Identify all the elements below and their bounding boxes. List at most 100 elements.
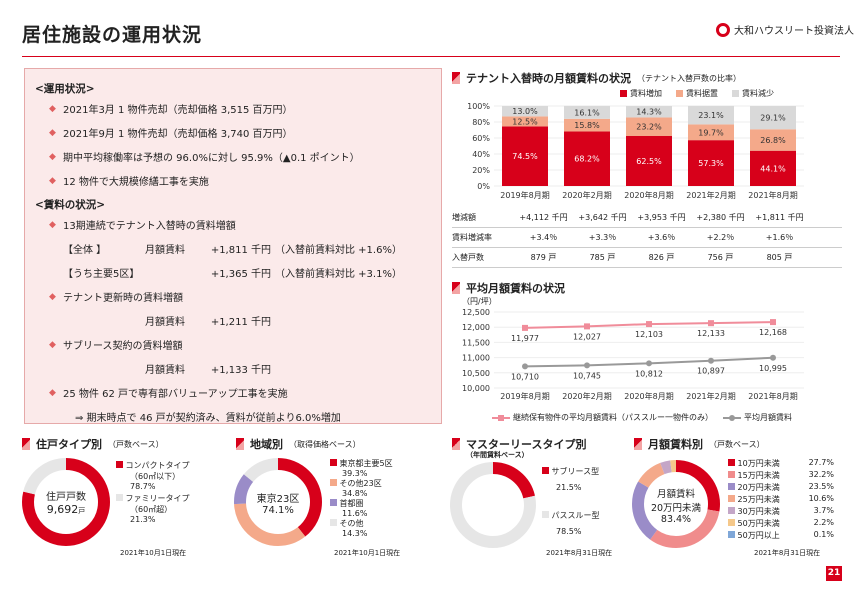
flag-icon (452, 282, 460, 294)
bar-segment (626, 136, 672, 186)
tenant-bar-chart: 100% 80% 60% 40% 20% 0% 74.5% 12.5%13.0% 2019年8月… (467, 102, 804, 200)
x-tick-label: 2020年2月期 (562, 391, 611, 401)
swatch-icon (330, 499, 337, 506)
data-label: 68.2% (574, 155, 600, 164)
unit-type-title: 住戸タイプ別 （戸数ベース） (22, 436, 164, 452)
x-tick-label: 2021年8月期 (748, 391, 797, 401)
bar-segment (750, 106, 796, 130)
page-number: 21 (826, 566, 842, 581)
ops-bullet: ◆ 2021年9月 1 物件売却（売却価格 3,740 百万円） (49, 127, 293, 141)
table-row: 入替戸数 879 戸 785 戸 826 戸 756 戸 805 戸 (452, 248, 842, 268)
flag-icon (452, 438, 460, 450)
swatch-icon (728, 495, 735, 502)
data-label: 12,027 (573, 332, 601, 341)
data-point (584, 323, 590, 330)
date-note: 2021年8月31日現在 (546, 549, 613, 557)
y-tick-label: 10,000 (462, 384, 490, 393)
bar-segment (626, 117, 672, 136)
donut-slice (632, 460, 720, 548)
region-donut (234, 458, 322, 546)
swatch-icon (728, 459, 735, 466)
donut-slice (22, 458, 110, 546)
data-label: 62.5% (636, 157, 662, 166)
region-center: 東京23区 74.1% (256, 494, 300, 516)
donut-slice (234, 458, 322, 546)
master-basis: （年間賃料ベース） (466, 451, 529, 459)
swatch-icon (116, 461, 123, 468)
legend-item: その他 14.3% (330, 518, 393, 538)
y-tick-label: 40% (472, 150, 490, 159)
ops-heading: <運用状況> (35, 83, 95, 95)
data-label: 26.8% (760, 136, 786, 145)
line-swatch-icon (492, 414, 510, 421)
data-label: 29.1% (760, 114, 786, 123)
legend-item: その他23区 34.8% (330, 478, 393, 498)
bar-segment (564, 131, 610, 186)
data-label: 12.5% (512, 117, 538, 126)
tenant-chart-title: テナント入替時の月額賃料の状況 （テナント入替戸数の比率） (452, 70, 741, 86)
legend-increase: 賃料増加 (620, 88, 662, 99)
y-tick-label: 12,500 (462, 308, 490, 317)
tenant-table: 増減額 +4,112 千円 +3,642 千円 +3,953 千円 +2,380 千円 +… (452, 208, 842, 268)
data-point (646, 321, 652, 328)
legend-item: 30万円未満 3.7% (728, 506, 834, 517)
logo: 大和ハウスリート投資法人 (716, 22, 854, 37)
y-tick-label: 10,500 (462, 369, 490, 378)
table-row: 増減額 +4,112 千円 +3,642 千円 +3,953 千円 +2,380 千円 +… (452, 208, 842, 228)
data-label: 10,897 (697, 367, 725, 376)
rent-row-main5: 【うち主要5区】 +1,365 千円 （入替前賃料対比 +3.1%） (63, 269, 402, 280)
legend-flat: 賃料据置 (676, 88, 718, 99)
swatch-icon (728, 483, 735, 490)
data-point (708, 320, 714, 327)
region-legend: 東京都主要5区 39.3% その他23区 34.8% 首都圏 11.6% その他 14.… (330, 458, 393, 538)
flag-icon (236, 438, 244, 450)
diamond-icon: ◆ (49, 127, 56, 138)
donut-slice (234, 458, 322, 546)
swatch-icon (676, 90, 683, 97)
bullet-renew: ◆ テナント更新時の賃料増額 (49, 291, 183, 305)
legend-item: 20万円未満 23.5% (728, 482, 834, 493)
bar-segment (564, 105, 610, 119)
swatch-icon (542, 467, 549, 474)
x-tick-label: 2021年2月期 (686, 391, 735, 401)
swatch-icon (542, 511, 549, 518)
swatch-icon (728, 471, 735, 478)
x-tick-label: 2021年2月期 (686, 190, 735, 200)
diamond-icon: ◆ (49, 387, 56, 398)
swatch-icon (620, 90, 627, 97)
unit-type-center: 住戸戸数 9,692戸 (46, 492, 86, 516)
rent-band-legend: 10万円未満 27.7% 15万円未満 32.2% 20万円未満 23.5% 25万円… (728, 458, 834, 542)
bar-segment (750, 150, 796, 186)
flag-icon (22, 438, 30, 450)
master-title: マスターリースタイプ別 (452, 436, 586, 452)
bar-segment (502, 126, 548, 186)
operations-box: <運用状況> ◆ 2021年3月 1 物件売却（売却価格 3,515 百万円） ◆ 2… (24, 68, 442, 424)
data-label: 10,812 (635, 369, 663, 378)
bar-segment (688, 140, 734, 186)
legend-continuing: 継続保有物件の平均月額賃料（パススルー一物件のみ） (492, 412, 713, 423)
y-tick-label: 60% (472, 134, 490, 143)
avg-line-chart: 12,500 12,000 11,500 11,000 10,500 10,000 11,9… (462, 308, 804, 401)
x-tick-label: 2019年8月期 (500, 190, 549, 200)
data-label: 16.1% (574, 108, 600, 117)
ops-bullet: ◆ 2021年3月 1 物件売却（売却価格 3,515 百万円） (49, 103, 293, 117)
page-title: 居住施設の運用状況 (22, 24, 203, 46)
renew-row: 月額賃料 +1,211 千円 (145, 317, 271, 328)
y-tick-label: 100% (467, 102, 490, 111)
region-title: 地域別 （取得価格ベース） (236, 436, 361, 452)
bar-segment (564, 118, 610, 132)
bar-segment (626, 106, 672, 118)
unit-type-legend: コンパクトタイプ （60㎡以下） 78.7% ファミリータイプ （60㎡超） 2… (116, 460, 190, 524)
legend-item: 50万円以上 0.1% (728, 530, 834, 541)
data-point (770, 354, 776, 361)
data-point (522, 363, 528, 370)
unit-type-donut (22, 458, 110, 546)
bar-segment (688, 105, 734, 125)
diamond-icon: ◆ (49, 339, 56, 350)
legend-average: 平均月額賃料 (723, 412, 792, 423)
swatch-icon (330, 479, 337, 486)
ops-bullet: ◆ 12 物件で大規模修繕工事を実施 (49, 175, 209, 189)
data-label: 74.5% (512, 152, 538, 161)
x-tick-label: 2020年8月期 (624, 391, 673, 401)
data-label: 12,168 (759, 328, 787, 337)
